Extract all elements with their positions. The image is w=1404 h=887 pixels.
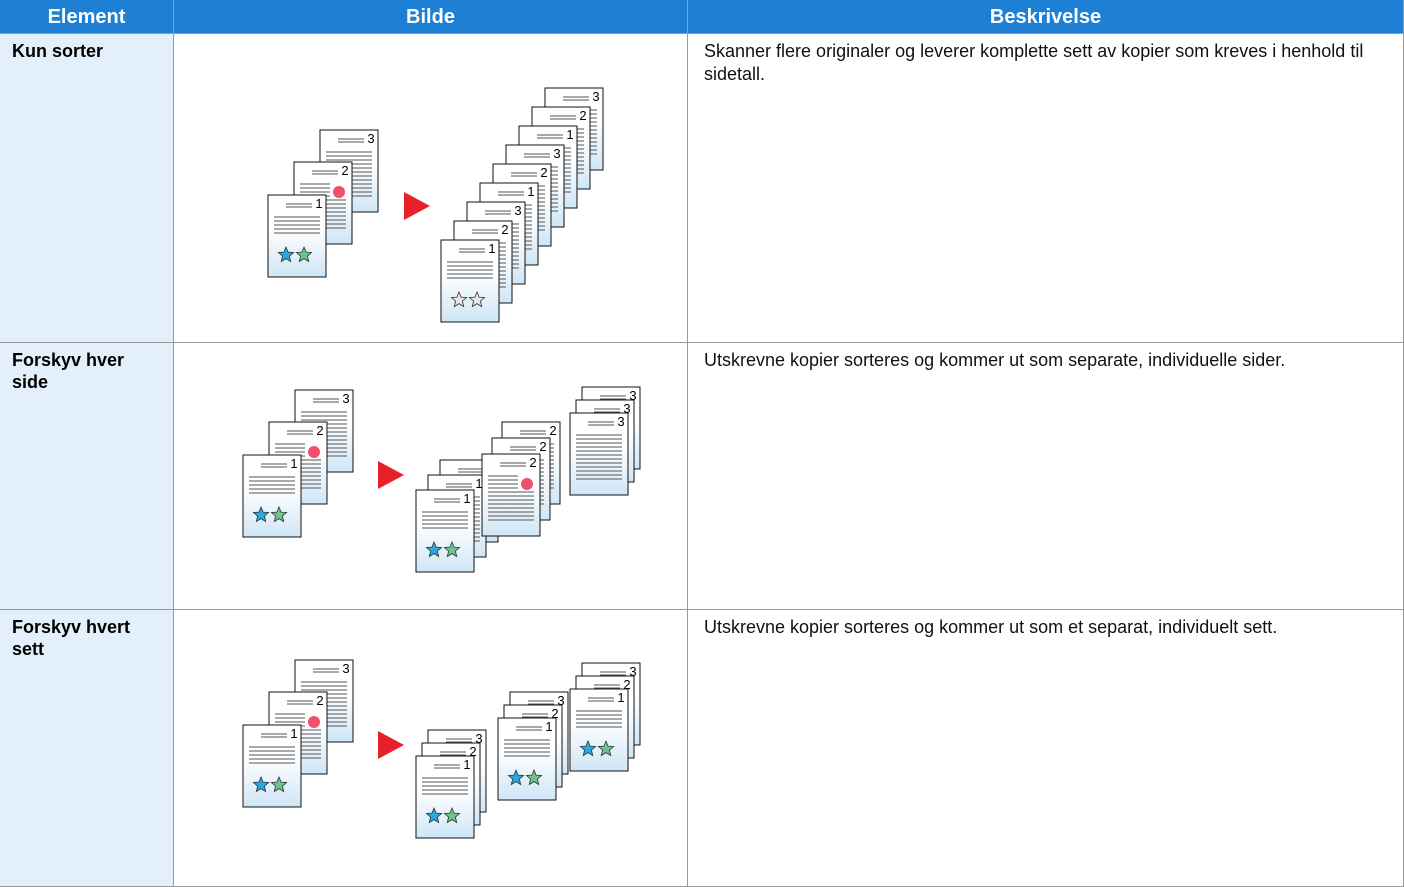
- page-number: 3: [342, 661, 349, 676]
- red-dot: [521, 478, 533, 490]
- page-number: 1: [290, 456, 297, 471]
- star-icon: [270, 775, 288, 793]
- image-cell: [174, 34, 688, 343]
- page-number: 1: [488, 241, 495, 256]
- page-icon: 3: [569, 412, 629, 496]
- star-icon: [597, 739, 615, 757]
- page-sheet: [481, 453, 541, 537]
- page-icon: 1: [267, 194, 327, 278]
- page-icon: 1: [415, 489, 475, 573]
- page-sheet: [569, 412, 629, 496]
- arrow: [378, 731, 404, 759]
- page-number: 3: [342, 391, 349, 406]
- page-sheet: [415, 489, 475, 573]
- page-number: 3: [514, 203, 521, 218]
- star-icon: [425, 540, 443, 558]
- red-dot: [333, 186, 345, 198]
- star-icon: [468, 290, 486, 308]
- page-number: 2: [540, 165, 547, 180]
- header-cell: Element: [0, 0, 174, 34]
- page-number: 2: [539, 439, 546, 454]
- element-cell: Forskyv hvert sett: [0, 610, 174, 887]
- star-icon: [579, 739, 597, 757]
- page-number: 3: [629, 664, 636, 679]
- page-number: 2: [579, 108, 586, 123]
- star-icon: [507, 768, 525, 786]
- page-icon: 2: [481, 453, 541, 537]
- header-cell: Bilde: [174, 0, 688, 34]
- element-cell: Kun sorter: [0, 34, 174, 343]
- page-number: 2: [469, 744, 476, 759]
- red-dot: [308, 446, 320, 458]
- star-icon: [425, 806, 443, 824]
- arrow: [378, 461, 404, 489]
- page-sheet: [569, 688, 629, 772]
- page-sheet: [267, 194, 327, 278]
- page-number: 3: [367, 131, 374, 146]
- page-sheet: [242, 454, 302, 538]
- page-number: 2: [316, 423, 323, 438]
- star-icon: [443, 806, 461, 824]
- page-number: 1: [315, 196, 322, 211]
- page-icon: 1: [569, 688, 629, 772]
- star-icon: [450, 290, 468, 308]
- page-icon: 1: [242, 724, 302, 808]
- description-cell: Skanner flere originaler og leverer komp…: [688, 34, 1404, 343]
- page-number: 2: [529, 455, 536, 470]
- page-icon: 1: [497, 717, 557, 801]
- page-icon: 1: [242, 454, 302, 538]
- page-number: 1: [463, 491, 470, 506]
- page-icon: 1: [415, 755, 475, 839]
- arrow: [404, 192, 430, 220]
- page-number: 1: [290, 726, 297, 741]
- star-icon: [252, 505, 270, 523]
- page-sheet: [497, 717, 557, 801]
- page-number: 1: [617, 690, 624, 705]
- page-sheet: [415, 755, 475, 839]
- page-number: 3: [629, 388, 636, 403]
- page-sheet: [440, 239, 500, 323]
- star-icon: [270, 505, 288, 523]
- page-number: 3: [557, 693, 564, 708]
- page-number: 3: [623, 401, 630, 416]
- page-number: 2: [551, 706, 558, 721]
- star-icon: [252, 775, 270, 793]
- header-cell: Beskrivelse: [688, 0, 1404, 34]
- element-cell: Forskyv hver side: [0, 343, 174, 610]
- page-number: 1: [463, 757, 470, 772]
- page-number: 2: [316, 693, 323, 708]
- star-icon: [295, 245, 313, 263]
- red-dot: [308, 716, 320, 728]
- image-cell: [174, 343, 688, 610]
- page-number: 2: [341, 163, 348, 178]
- page-number: 2: [501, 222, 508, 237]
- page-number: 2: [549, 423, 556, 438]
- page-number: 3: [553, 146, 560, 161]
- page-icon: 1: [440, 239, 500, 323]
- page-number: 3: [475, 731, 482, 746]
- star-icon: [525, 768, 543, 786]
- page-number: 2: [623, 677, 630, 692]
- star-icon: [277, 245, 295, 263]
- page-number: 1: [545, 719, 552, 734]
- page-sheet: [242, 724, 302, 808]
- page-number: 3: [617, 414, 624, 429]
- page-number: 1: [527, 184, 534, 199]
- star-icon: [443, 540, 461, 558]
- page-number: 1: [566, 127, 573, 142]
- page-number: 1: [475, 476, 482, 491]
- page-number: 3: [592, 89, 599, 104]
